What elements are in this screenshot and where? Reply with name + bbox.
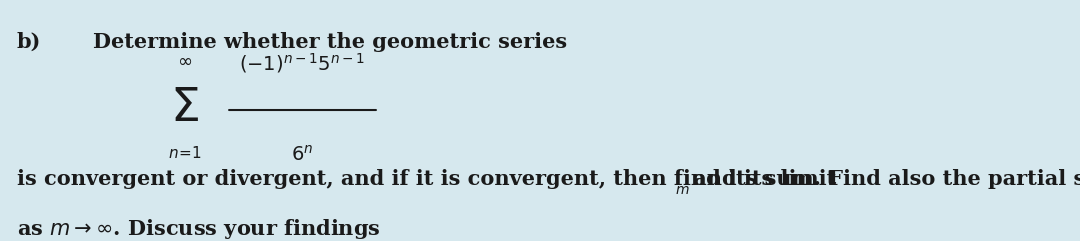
Text: $\Sigma$: $\Sigma$ [170,85,199,131]
Text: b): b) [16,32,41,52]
Text: and its limit: and its limit [686,169,836,189]
Text: $\infty$: $\infty$ [177,52,192,70]
Text: $m$: $m$ [675,183,689,197]
Text: as $m \rightarrow \infty$. Discuss your findings: as $m \rightarrow \infty$. Discuss your … [16,217,380,241]
Text: $(-1)^{n-1}5^{n-1}$: $(-1)^{n-1}5^{n-1}$ [240,51,366,75]
Text: $6^{n}$: $6^{n}$ [292,145,313,165]
Text: Determine whether the geometric series: Determine whether the geometric series [93,32,567,52]
Text: $n\!=\!1$: $n\!=\!1$ [167,145,201,161]
Text: is convergent or divergent, and if it is convergent, then find its sum. Find als: is convergent or divergent, and if it is… [16,169,1080,189]
